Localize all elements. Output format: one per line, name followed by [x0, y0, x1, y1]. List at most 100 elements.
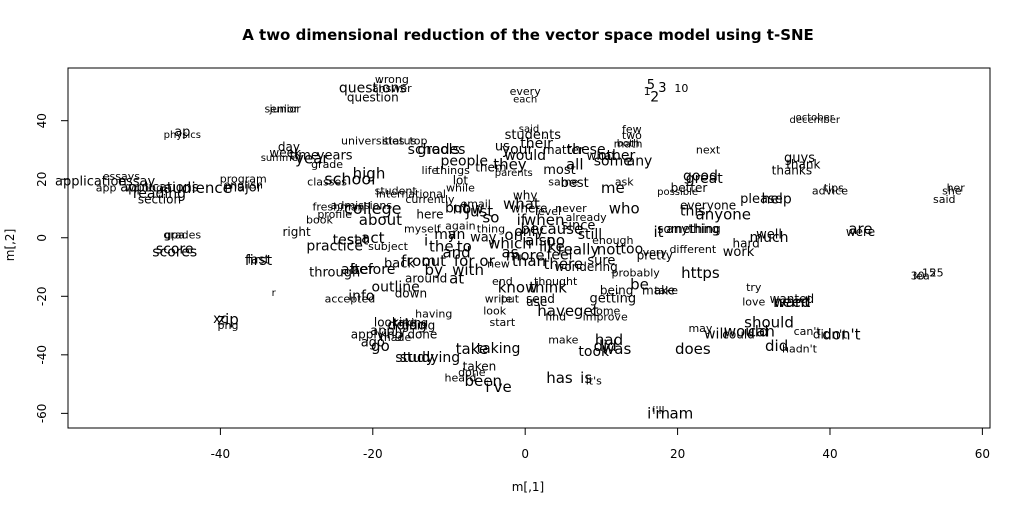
- word-point: different: [669, 243, 716, 256]
- word-point: also: [525, 232, 555, 250]
- word-point: could: [722, 327, 755, 341]
- word-point: info: [348, 288, 374, 304]
- word-point: hadn't: [782, 342, 818, 355]
- word-point: english: [223, 179, 263, 192]
- word-point: college: [344, 199, 401, 218]
- word-point: taking: [394, 316, 428, 329]
- word-point: she: [942, 184, 962, 197]
- word-point: enough: [592, 234, 633, 247]
- word-point: took: [578, 344, 610, 360]
- word-point: end: [492, 275, 513, 288]
- word-point: something: [657, 222, 721, 236]
- word-point: there: [543, 255, 583, 273]
- word-point: again: [445, 220, 476, 233]
- word-point: were: [846, 225, 875, 239]
- word-point: major: [224, 181, 262, 196]
- x-tick-label: -20: [363, 447, 383, 461]
- word-point: pretty: [637, 248, 673, 262]
- word-point: when: [524, 211, 565, 229]
- word-point: outline: [372, 280, 420, 296]
- word-point: advice: [812, 184, 848, 197]
- word-point: at: [449, 270, 464, 288]
- word-point: schools: [408, 142, 460, 158]
- word-point: who: [609, 199, 640, 217]
- word-point: grades: [163, 228, 201, 241]
- word-point: student: [375, 184, 418, 197]
- word-point: did: [765, 337, 788, 355]
- word-point: best: [561, 176, 589, 191]
- word-point: act: [361, 229, 384, 247]
- word-point: will: [704, 326, 727, 342]
- word-point: done: [407, 327, 437, 341]
- word-point: students: [505, 128, 562, 143]
- word-point: no: [546, 232, 565, 250]
- word-point: tips: [824, 182, 844, 195]
- word-point: said: [933, 193, 956, 206]
- word-point: section: [138, 193, 181, 207]
- word-point: application: [55, 175, 127, 190]
- word-point: now: [453, 199, 484, 217]
- word-point: audience: [163, 179, 232, 197]
- word-point: day: [278, 140, 300, 154]
- word-point: https: [681, 264, 720, 282]
- word-point: apply: [370, 324, 406, 339]
- word-point: great: [686, 171, 724, 187]
- word-point: use: [526, 295, 547, 309]
- word-point: 1: [644, 85, 651, 98]
- word-point: essay: [118, 175, 156, 190]
- word-point: math: [614, 138, 643, 151]
- word-point: than: [512, 252, 546, 270]
- word-point: possible: [657, 187, 698, 198]
- word-point: new: [487, 258, 510, 271]
- word-point: grade: [311, 158, 343, 171]
- word-point: take: [654, 284, 678, 297]
- word-point: come: [590, 304, 620, 317]
- word-point: essays: [103, 170, 140, 183]
- word-point: 5: [647, 78, 655, 93]
- word-point: applying: [351, 327, 403, 341]
- word-point: what: [587, 149, 617, 163]
- word-point: 15: [922, 266, 936, 279]
- word-point: make: [642, 283, 675, 297]
- word-point: start: [490, 316, 516, 329]
- word-point: 3: [658, 81, 666, 96]
- word-point: said: [519, 124, 539, 135]
- word-point: find: [545, 310, 566, 323]
- word-point: make: [548, 334, 578, 347]
- word-point: taking: [477, 341, 521, 357]
- word-point: because: [520, 220, 583, 238]
- word-point: every: [510, 85, 542, 98]
- word-point: feel: [546, 247, 572, 263]
- word-point: done: [458, 366, 486, 379]
- word-point: have: [537, 302, 574, 320]
- word-point: after: [341, 262, 374, 278]
- word-point: did: [594, 337, 617, 355]
- word-point: please: [740, 192, 783, 207]
- word-point: questions: [339, 80, 407, 96]
- y-axis-label: m[,2]: [3, 229, 17, 262]
- word-point: png: [218, 319, 239, 332]
- word-point: life: [422, 164, 439, 177]
- y-axis: -60 -40 -20 0 20 40: [35, 113, 69, 423]
- word-point: but: [445, 200, 469, 216]
- word-point: look: [483, 304, 507, 317]
- word-point: where: [511, 201, 548, 215]
- word-point: any: [627, 154, 653, 170]
- word-point: what: [503, 195, 540, 213]
- word-point: ask: [615, 176, 634, 189]
- word-point: top: [409, 135, 427, 148]
- y-tick-label: 20: [35, 172, 49, 187]
- word-point: on: [504, 226, 523, 244]
- chart-title: A two dimensional reduction of the vecto…: [242, 26, 814, 44]
- word-point: well: [756, 227, 782, 242]
- y-tick-label: -40: [35, 345, 49, 365]
- word-point: be: [630, 276, 649, 294]
- word-point: if: [517, 211, 527, 229]
- word-point: by: [425, 261, 444, 279]
- word-point: my: [434, 227, 456, 243]
- word-point: through: [309, 265, 360, 280]
- word-point: write: [485, 293, 513, 306]
- word-point: around: [405, 272, 447, 286]
- word-point: study: [395, 350, 434, 366]
